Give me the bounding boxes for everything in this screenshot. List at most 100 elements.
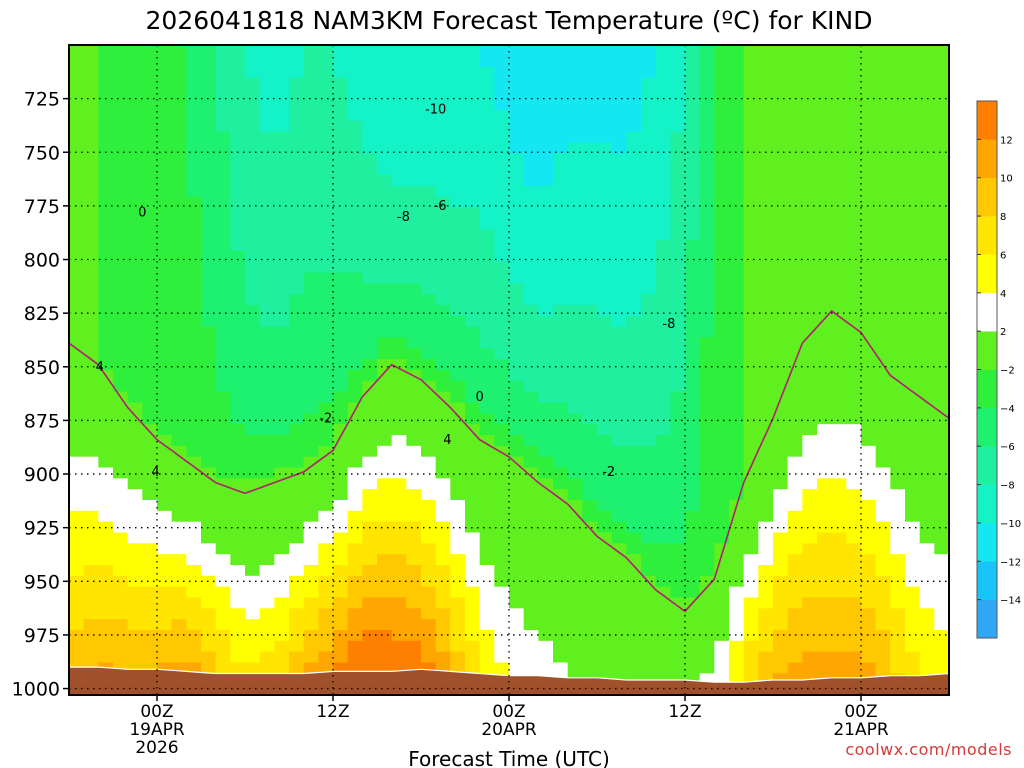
temperature-cell	[142, 630, 158, 674]
temperature-cell	[98, 521, 114, 566]
temperature-cell	[391, 185, 407, 284]
temperature-cell	[186, 45, 202, 198]
temperature-cell	[641, 77, 657, 295]
temperature-cell	[186, 521, 202, 566]
temperature-cell	[333, 77, 349, 274]
temperature-cell	[699, 45, 715, 339]
temperature-cell	[787, 608, 803, 664]
temperature-cell	[509, 435, 525, 458]
temperature-cell	[347, 45, 363, 122]
temperature-cell	[787, 510, 803, 555]
temperature-cell	[421, 456, 437, 501]
temperature-cell	[465, 424, 481, 534]
temperature-cell	[611, 153, 627, 328]
temperature-cell	[333, 391, 349, 425]
temperature-cell	[171, 554, 187, 588]
temperature-cell	[259, 45, 275, 133]
temperature-cell	[259, 326, 275, 436]
temperature-cell	[421, 586, 437, 620]
temperature-cell	[494, 424, 510, 447]
temperature-cell	[435, 45, 451, 198]
temperature-cell	[406, 565, 422, 609]
temperature-cell	[98, 619, 114, 664]
temperature-cell	[245, 77, 261, 306]
temperature-cell	[861, 554, 877, 609]
temperature-cell	[831, 478, 847, 534]
temperature-cell	[450, 207, 466, 317]
temperature-cell	[523, 445, 539, 469]
temperature-cell	[230, 250, 246, 425]
colorbar-tick-label: −12	[1000, 557, 1021, 568]
colorbar-tick-label: −4	[1000, 404, 1015, 415]
temperature-cell	[787, 45, 803, 458]
temperature-cell	[509, 283, 525, 382]
temperature-cell	[479, 66, 495, 230]
temperature-cell	[289, 294, 305, 425]
temperature-cell	[714, 543, 730, 642]
temperature-cell	[626, 131, 642, 317]
temperature-cell	[157, 554, 173, 588]
contour-label: -6	[434, 199, 447, 214]
temperature-cell	[597, 45, 613, 144]
temperature-cell	[406, 185, 422, 284]
temperature-cell	[406, 45, 422, 187]
temperature-cell	[582, 424, 598, 501]
temperature-cell	[494, 359, 510, 425]
temperature-cell	[347, 467, 363, 512]
temperature-cell	[391, 359, 407, 436]
temperature-cell	[611, 543, 627, 696]
temperature-cell	[773, 489, 789, 534]
temperature-cell	[318, 510, 334, 544]
temperature-cell	[259, 565, 275, 609]
temperature-cell	[523, 391, 539, 447]
temperature-cell	[69, 575, 85, 631]
temperature-cell	[597, 315, 613, 436]
temperature-cell	[479, 565, 495, 631]
temperature-cell	[69, 510, 85, 577]
temperature-cell	[83, 565, 99, 620]
temperature-cell	[567, 305, 583, 414]
temperature-cell	[509, 45, 525, 154]
temperature-cell	[802, 45, 818, 436]
temperature-cell	[934, 45, 950, 555]
temperature-cell	[523, 185, 539, 306]
x-tick-label: 00Z	[844, 702, 877, 722]
temperature-cell	[831, 597, 847, 653]
temperature-cell	[113, 391, 129, 479]
temperature-cell	[641, 45, 657, 79]
temperature-cell	[201, 45, 217, 328]
temperature-cell	[435, 196, 451, 306]
temperature-cell	[230, 45, 246, 252]
colorbar-swatch	[977, 446, 997, 485]
temperature-cell	[347, 272, 363, 371]
temperature-cell	[773, 532, 789, 577]
temperature-cell	[245, 435, 261, 479]
temperature-cell	[435, 478, 451, 523]
x-tick-label: 00Z	[140, 702, 173, 722]
temperature-cell	[655, 586, 671, 696]
temperature-cell	[347, 402, 363, 469]
x-tick-label: 19APR	[129, 720, 185, 740]
temperature-cell	[479, 435, 495, 566]
temperature-cell	[171, 619, 187, 664]
temperature-cell	[890, 489, 906, 555]
temperature-cell	[318, 575, 334, 609]
temperature-cell	[289, 543, 305, 577]
temperature-cell	[303, 413, 319, 458]
temperature-cell	[670, 391, 686, 544]
temperature-cell	[699, 337, 715, 577]
temperature-cell	[215, 478, 231, 555]
temperature-cell	[113, 575, 129, 620]
temperature-cell	[289, 608, 305, 653]
temperature-cell	[538, 456, 554, 479]
temperature-cell	[509, 456, 525, 609]
temperature-cell	[465, 586, 481, 642]
temperature-cell	[729, 640, 745, 685]
temperature-cell	[743, 45, 759, 555]
contour-label: -8	[662, 317, 675, 332]
colorbar-tick-label: 8	[1000, 212, 1006, 223]
colorbar-swatch	[977, 177, 997, 217]
temperature-cell	[861, 445, 877, 501]
temperature-cell	[303, 521, 319, 566]
temperature-cell	[98, 565, 114, 620]
